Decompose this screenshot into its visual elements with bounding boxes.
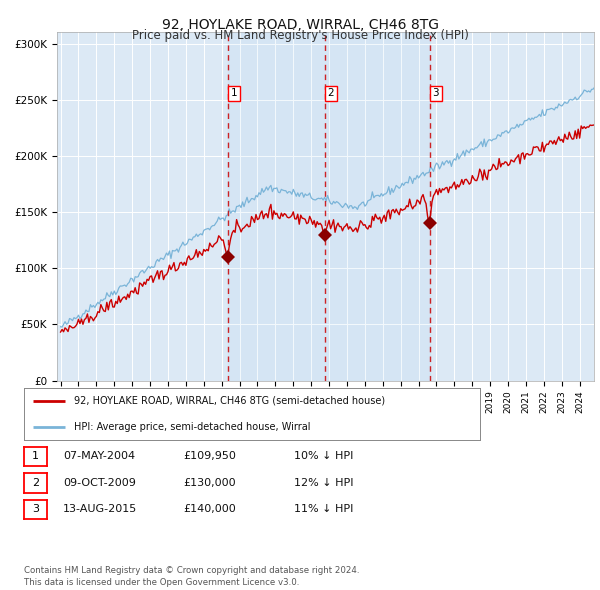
- Text: 13-AUG-2015: 13-AUG-2015: [63, 504, 137, 514]
- Text: Contains HM Land Registry data © Crown copyright and database right 2024.
This d: Contains HM Land Registry data © Crown c…: [24, 566, 359, 587]
- Text: 12% ↓ HPI: 12% ↓ HPI: [294, 478, 353, 488]
- Text: £130,000: £130,000: [183, 478, 236, 488]
- Text: 07-MAY-2004: 07-MAY-2004: [63, 451, 135, 461]
- Text: HPI: Average price, semi-detached house, Wirral: HPI: Average price, semi-detached house,…: [74, 422, 311, 431]
- Text: 3: 3: [433, 88, 439, 99]
- Text: 92, HOYLAKE ROAD, WIRRAL, CH46 8TG (semi-detached house): 92, HOYLAKE ROAD, WIRRAL, CH46 8TG (semi…: [74, 396, 385, 405]
- Text: 09-OCT-2009: 09-OCT-2009: [63, 478, 136, 488]
- Text: 3: 3: [32, 504, 39, 514]
- Text: Price paid vs. HM Land Registry's House Price Index (HPI): Price paid vs. HM Land Registry's House …: [131, 30, 469, 42]
- Text: 1: 1: [231, 88, 238, 99]
- Text: 11% ↓ HPI: 11% ↓ HPI: [294, 504, 353, 514]
- Text: 2: 2: [328, 88, 334, 99]
- Text: £109,950: £109,950: [183, 451, 236, 461]
- Text: 10% ↓ HPI: 10% ↓ HPI: [294, 451, 353, 461]
- Text: 1: 1: [32, 451, 39, 461]
- Text: 92, HOYLAKE ROAD, WIRRAL, CH46 8TG: 92, HOYLAKE ROAD, WIRRAL, CH46 8TG: [161, 18, 439, 32]
- Text: 2: 2: [32, 478, 39, 488]
- Bar: [229, 32, 430, 381]
- Text: £140,000: £140,000: [183, 504, 236, 514]
